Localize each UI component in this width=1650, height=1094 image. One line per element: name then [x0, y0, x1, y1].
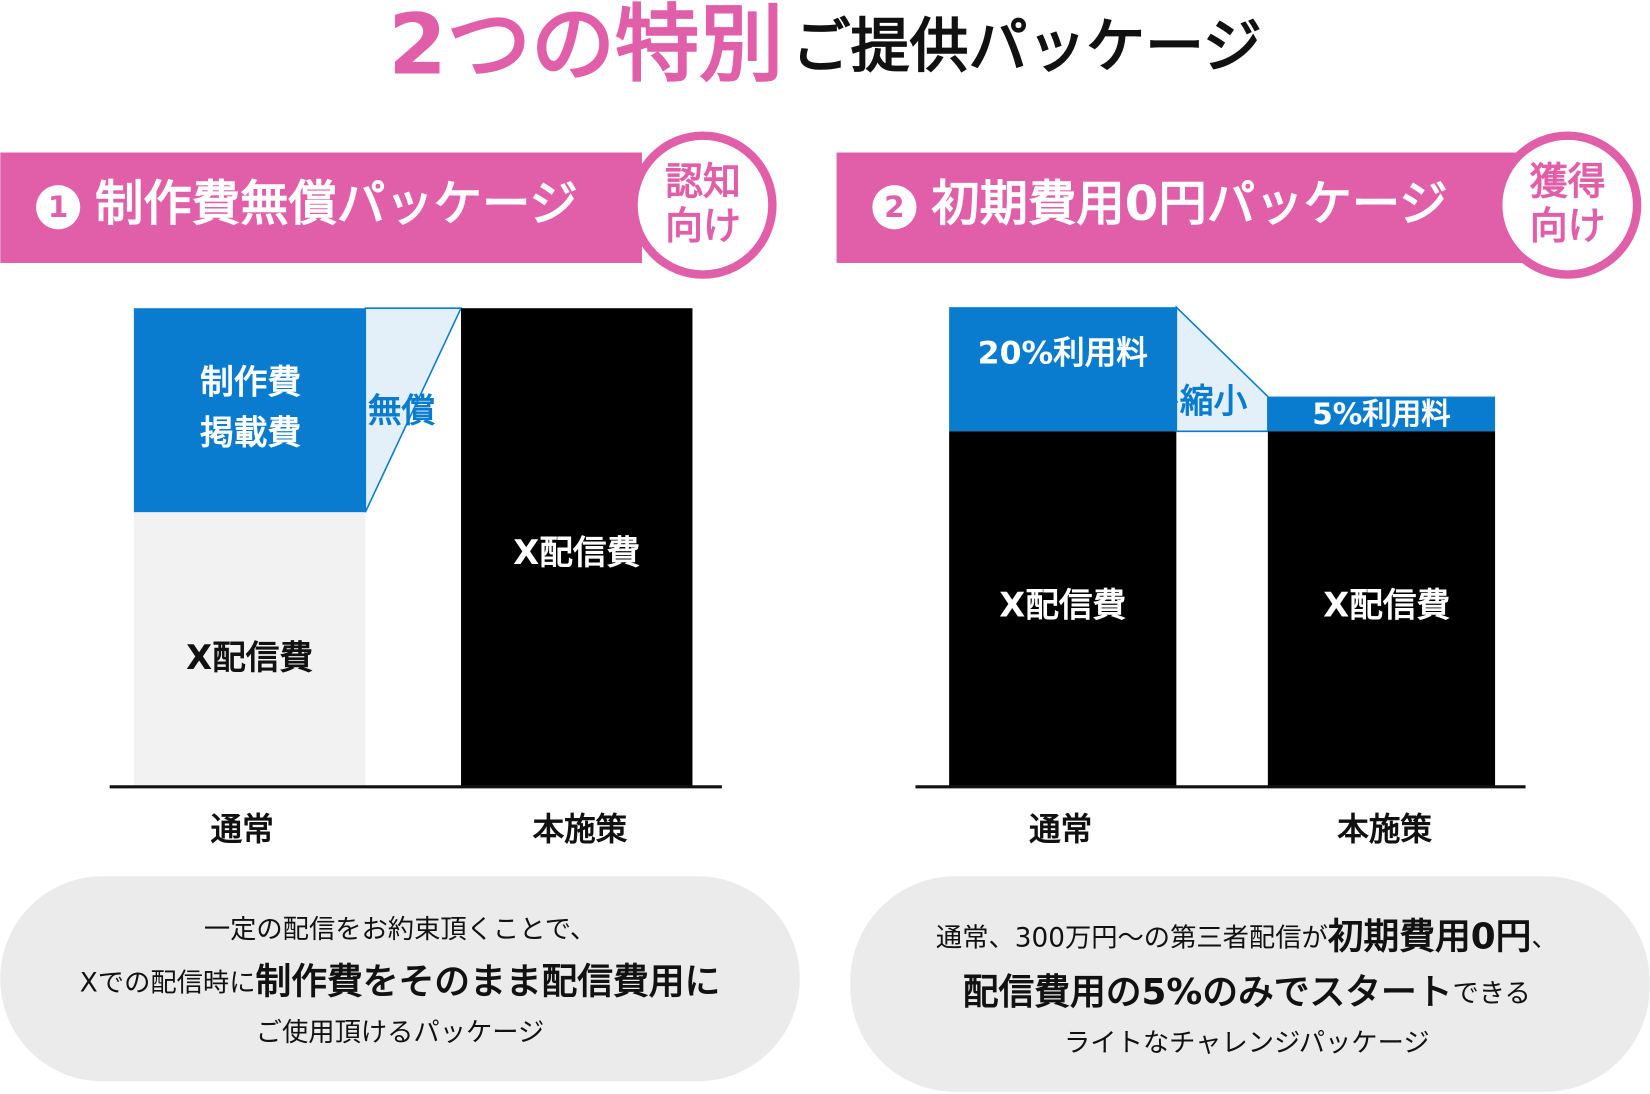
reduction-label: ⇨無償: [340, 391, 436, 430]
number-circle: [36, 185, 81, 230]
badge-line: 獲得: [1530, 160, 1606, 204]
description-line: ご使用頂けるパッケージ: [256, 1017, 545, 1047]
description-line: 一定の配信をお約束頂くことで、: [204, 914, 596, 944]
description-line: Xでの配信時に制作費をそのまま配信費用に: [80, 962, 720, 1003]
description-line: 配信費用の5%のみでスタートできる: [963, 972, 1531, 1013]
reduction-shape: [364, 307, 463, 513]
category-label: 本施策: [1337, 812, 1432, 848]
emphasis: 制作費をそのまま配信費用に: [255, 962, 720, 1003]
block-label: 5%利用料: [1312, 397, 1450, 431]
block-label: 制作費: [200, 362, 301, 401]
text: 通常、300万円〜の第三者配信が: [936, 923, 1328, 953]
badge-line: 向け: [1530, 204, 1606, 248]
banner: [0, 152, 642, 263]
block-label: X配信費: [999, 585, 1126, 624]
package-title: 初期費用0円パッケージ: [931, 176, 1447, 232]
text: できる: [1453, 979, 1531, 1009]
banner: [836, 152, 1531, 263]
badge-line: 認知: [665, 160, 741, 204]
badge-line: 向け: [665, 204, 741, 248]
badge: [1494, 131, 1642, 279]
text: 、: [1531, 923, 1557, 953]
package-title: 制作費無償パッケージ: [95, 176, 578, 232]
text: 一定の配信をお約束頂くことで、: [204, 914, 596, 944]
title-rest: ご提供パッケージ: [792, 12, 1262, 81]
emphasis: 初期費用0円: [1328, 916, 1532, 957]
block-label: X配信費: [513, 533, 640, 572]
description-box: [850, 876, 1650, 1092]
category-label: 本施策: [533, 812, 628, 848]
description-line: 通常、300万円〜の第三者配信が初期費用0円、: [936, 916, 1558, 957]
description-line: ライトなチャレンジパッケージ: [1064, 1028, 1430, 1058]
category-label: 通常: [1029, 812, 1092, 848]
cost-block: [1267, 396, 1496, 432]
badge: [629, 131, 777, 279]
number: 2: [884, 190, 904, 224]
block-label: X配信費: [1323, 585, 1450, 624]
number-circle: [872, 185, 917, 230]
cost-block: [949, 307, 1177, 432]
emphasis: 配信費用の5%のみでスタート: [963, 972, 1453, 1013]
cost-block: [1267, 431, 1496, 787]
text: ご使用頂けるパッケージ: [256, 1017, 545, 1047]
cost-block: [133, 308, 366, 513]
number: 1: [48, 190, 68, 224]
text: Xでの配信時に: [80, 968, 256, 998]
block-label: 掲載費: [200, 413, 301, 452]
cost-block: [133, 512, 366, 787]
cost-block: [461, 308, 693, 787]
cost-block: [949, 431, 1177, 787]
description-box: [0, 876, 800, 1082]
title-highlight: 2つの特別: [388, 0, 783, 93]
block-label: 20%利用料: [978, 335, 1149, 371]
block-label: X配信費: [186, 638, 313, 677]
text: ライトなチャレンジパッケージ: [1064, 1028, 1430, 1058]
page-title: 2つの特別 ご提供パッケージ: [388, 0, 1261, 93]
reduction-label: ⇨縮小: [1152, 381, 1248, 420]
category-label: 通常: [211, 812, 274, 848]
